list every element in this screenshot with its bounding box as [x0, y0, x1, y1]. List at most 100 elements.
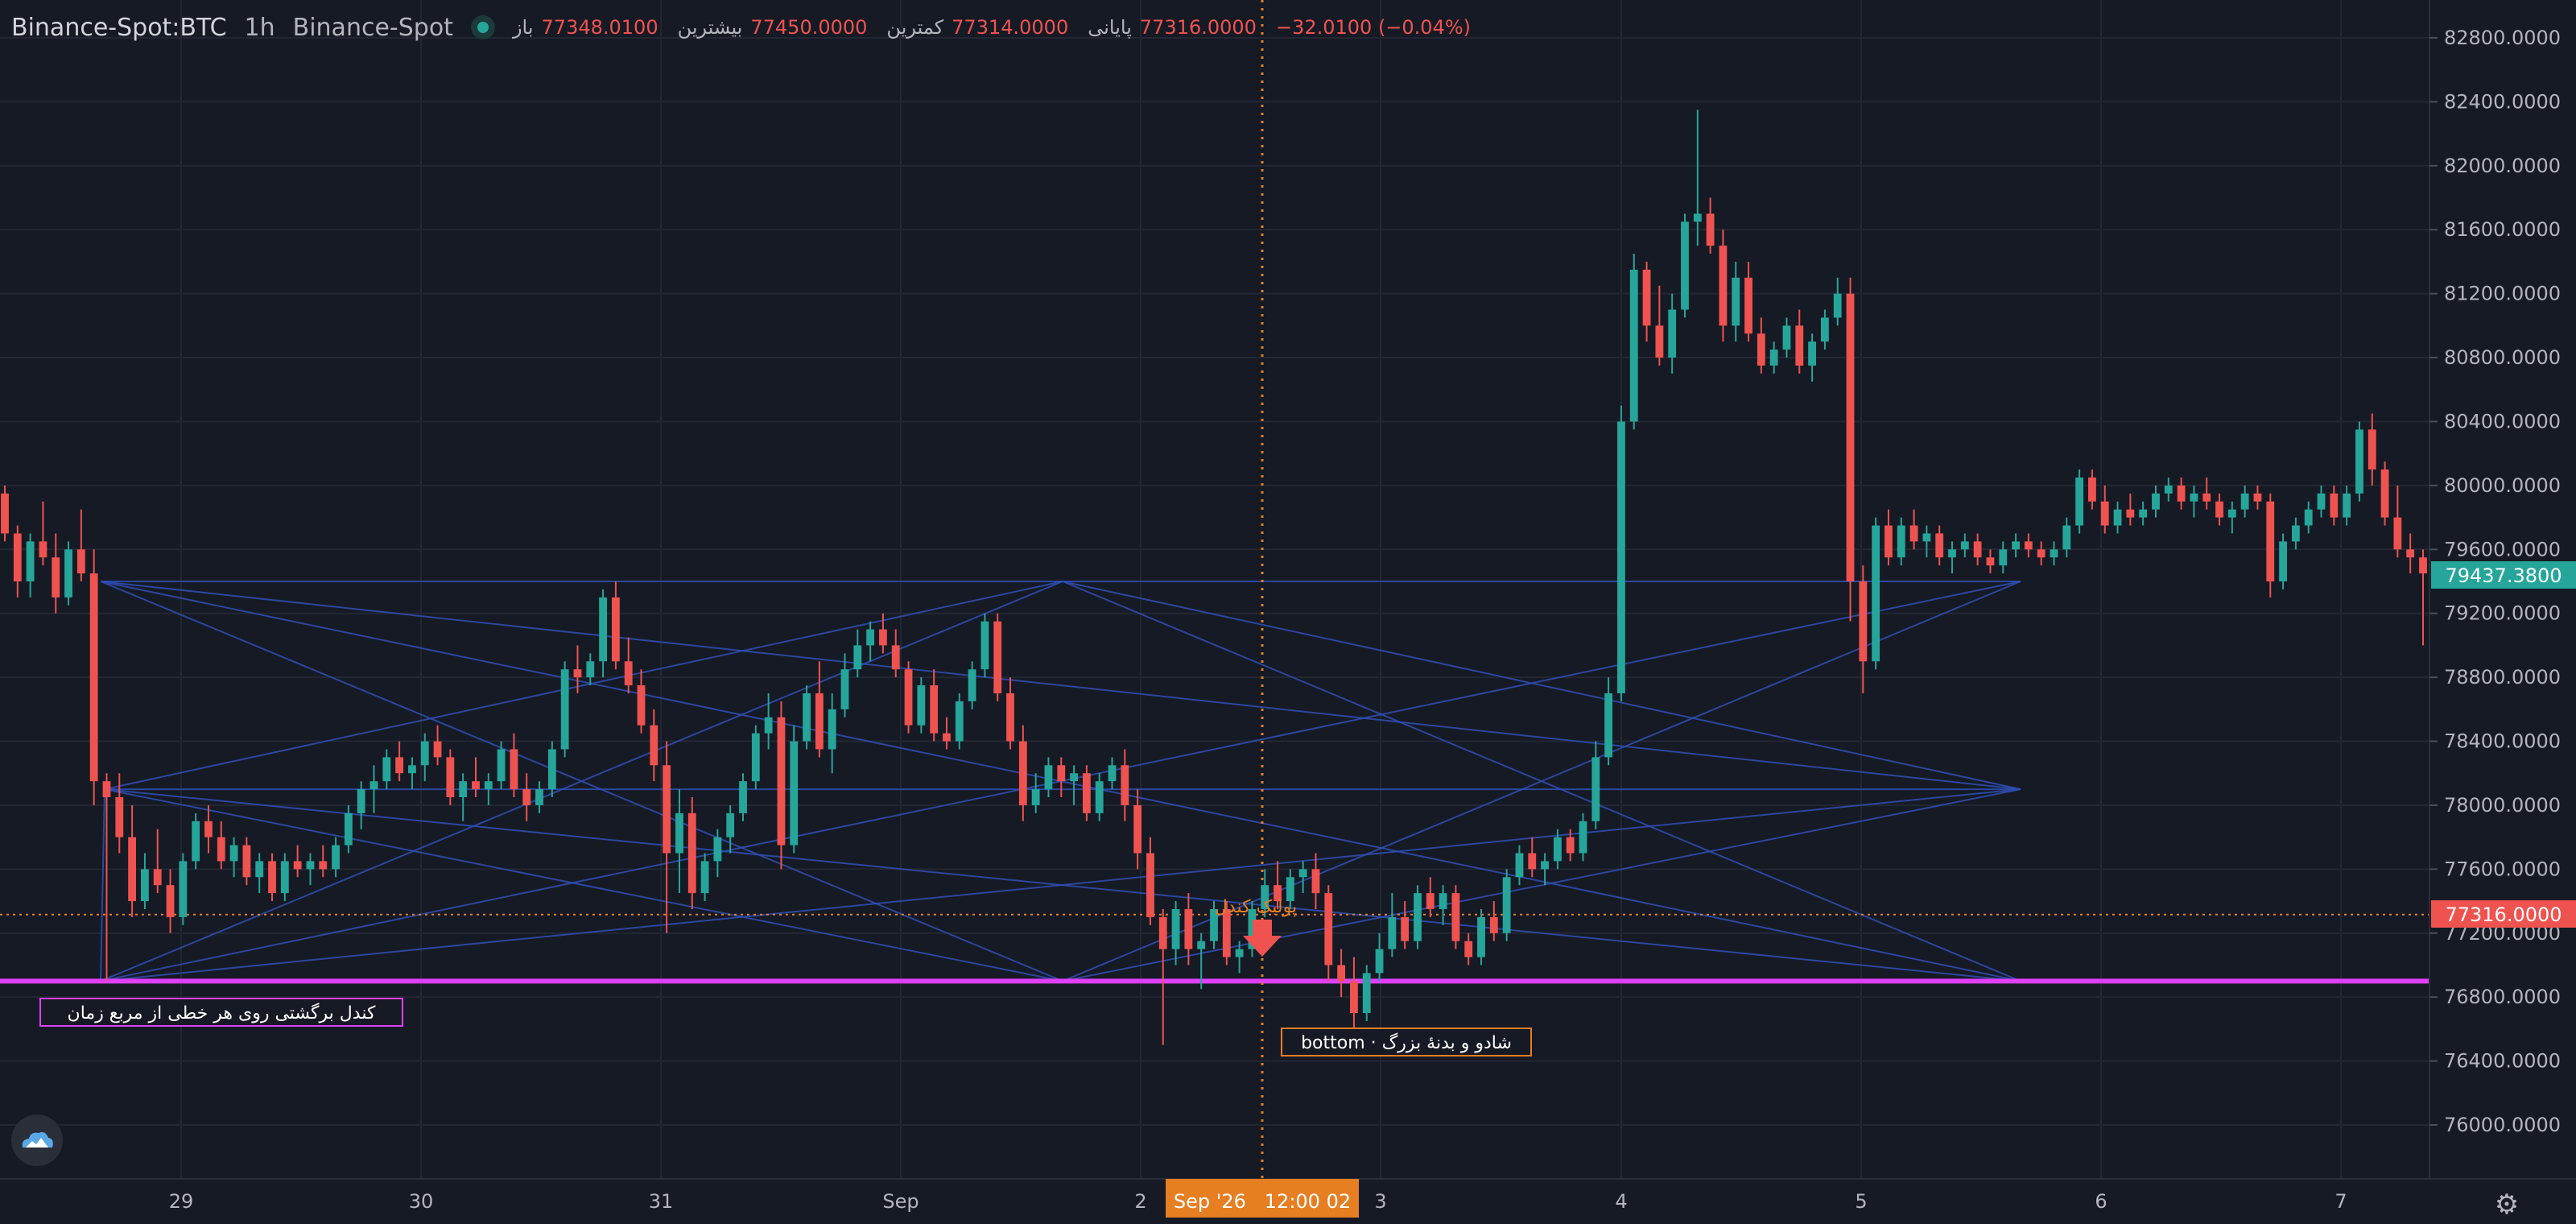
- candle-body: [217, 837, 225, 862]
- symbol-legend[interactable]: Binance-Spot:BTC 1h Binance-Spot باز 773…: [11, 11, 1471, 43]
- candle-body: [26, 541, 35, 581]
- pattern-line: [104, 581, 1063, 791]
- candle-body: [357, 789, 365, 813]
- candle-body: [803, 693, 811, 742]
- pattern-line: [104, 788, 1063, 982]
- candle-body: [2317, 493, 2326, 510]
- candle-body: [675, 813, 683, 854]
- candle-body: [2419, 557, 2427, 574]
- candle-body: [2240, 493, 2249, 510]
- candle-body: [687, 813, 696, 894]
- candle-body: [1401, 916, 1410, 941]
- candle-body: [459, 781, 468, 798]
- candle-body: [408, 765, 416, 774]
- candle-body: [1833, 293, 1842, 318]
- candle-body: [1298, 869, 1307, 878]
- candle-body: [1439, 893, 1447, 909]
- candle-body: [1909, 525, 1918, 542]
- candle-body: [1324, 893, 1333, 966]
- candle-body: [1006, 693, 1014, 742]
- cloud-mountain-logo-icon[interactable]: [11, 1114, 63, 1166]
- bottom-annotation[interactable]: bottom · شادو و بدنهٔ بزرگ: [1281, 1028, 1532, 1057]
- price-axis[interactable]: 82800.0000 82400.0000 82000.0000 81600.0000…: [2429, 27, 2561, 1136]
- candle-body: [968, 669, 976, 701]
- candle-body: [2177, 485, 2186, 502]
- candle-body: [904, 669, 913, 726]
- candle-body: [1502, 877, 1511, 933]
- candle-body: [115, 797, 124, 837]
- candle-body: [1999, 549, 2008, 566]
- candle-body: [39, 541, 47, 558]
- candle-body: [1808, 341, 1816, 366]
- price-tick-label: 80400.0000: [2444, 410, 2561, 432]
- candle-body: [1031, 789, 1040, 805]
- candle-body: [446, 757, 455, 798]
- candle-body: [1566, 837, 1575, 854]
- candle-body: [2227, 509, 2236, 518]
- candle-body: [1821, 317, 1829, 342]
- price-tick-label: 78800.0000: [2444, 666, 2561, 688]
- candle-body: [2304, 509, 2313, 526]
- pattern-line: [100, 581, 2021, 791]
- exchange-label: Binance-Spot: [292, 13, 453, 42]
- down-arrow-marker-icon[interactable]: [1243, 920, 1282, 957]
- candle-body: [1693, 213, 1702, 222]
- candle-body: [1057, 765, 1066, 782]
- candle-body: [1846, 293, 1855, 581]
- candle-body: [1210, 908, 1218, 941]
- price-tick-label: 81200.0000: [2444, 283, 2561, 305]
- candle-body: [1769, 349, 1778, 366]
- price-tick-label: 78400.0000: [2444, 730, 2561, 753]
- candle-body: [1222, 908, 1231, 957]
- candle-body: [2164, 485, 2173, 494]
- candle-body: [1553, 837, 1562, 862]
- candle-body: [547, 749, 556, 790]
- candle-body: [573, 669, 582, 678]
- candle-body: [1872, 525, 1880, 662]
- support-annotation-text: کندل برگشتی روی هر خطی از مربع زمان: [68, 1003, 376, 1023]
- gear-icon[interactable]: ⚙: [2494, 1189, 2520, 1221]
- market-status-icon[interactable]: [470, 15, 495, 39]
- price-tick-label: 81600.0000: [2444, 218, 2561, 241]
- candle-body: [89, 573, 98, 782]
- candle-body: [1362, 973, 1371, 1014]
- candle-body: [2190, 493, 2198, 502]
- candle-body: [853, 645, 862, 670]
- candle-body: [2100, 501, 2109, 526]
- candle-body: [815, 693, 824, 750]
- candle-body: [1885, 525, 1893, 558]
- candle-body: [2126, 509, 2135, 518]
- candle-body: [879, 629, 887, 646]
- candle-body: [153, 869, 162, 886]
- candle-body: [2024, 541, 2033, 550]
- time-axis[interactable]: 29 30 31 Sep 2 3 4 5 6 7: [169, 1190, 2347, 1213]
- candle-body: [293, 861, 302, 870]
- candle-body: [141, 869, 149, 902]
- candle-body: [1311, 869, 1320, 894]
- candle-body: [102, 781, 111, 798]
- candle-body: [76, 549, 85, 574]
- candle-body: [1897, 525, 1905, 558]
- candle-body: [2215, 501, 2223, 518]
- candle-body: [2139, 509, 2148, 518]
- candle-body: [1146, 853, 1154, 917]
- open-value: 77348.0100: [541, 16, 658, 39]
- candle-body: [1744, 277, 1752, 334]
- support-annotation[interactable]: کندل برگشتی روی هر خطی از مربع زمان: [39, 998, 403, 1027]
- candle-body: [2330, 493, 2339, 518]
- candle-body: [943, 733, 951, 742]
- price-tick-label: 80800.0000: [2444, 346, 2561, 369]
- candle-body: [1121, 765, 1129, 805]
- interval-label[interactable]: 1h: [244, 13, 275, 42]
- candle-body: [1197, 941, 1206, 949]
- candle-body: [1973, 541, 1982, 558]
- symbol-name[interactable]: Binance-Spot:BTC: [11, 13, 227, 42]
- candle-body: [497, 749, 506, 782]
- open-label: باز: [512, 16, 534, 39]
- candle-body: [535, 789, 543, 805]
- candle-body: [382, 757, 391, 782]
- candle-body: [1515, 853, 1524, 878]
- crosshair-time-label: Sep '26 12:00 02: [1174, 1190, 1351, 1213]
- high-label: بیشترین: [677, 16, 743, 39]
